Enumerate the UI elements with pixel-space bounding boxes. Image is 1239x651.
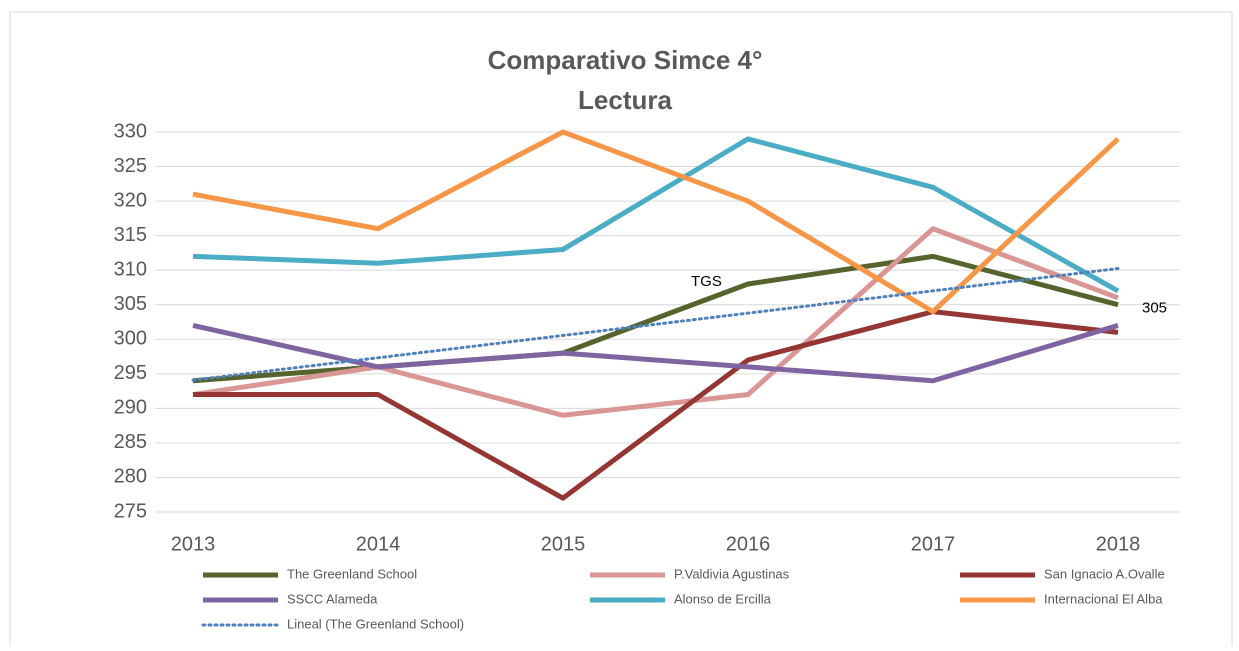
x-tick-label: 2014	[356, 533, 401, 555]
data-label: 305	[1142, 300, 1167, 317]
y-tick-label: 295	[114, 362, 147, 384]
legend-label: Alonso de Ercilla	[674, 591, 772, 606]
y-tick-label: 315	[114, 224, 147, 246]
legend-label: P.Valdivia Agustinas	[674, 566, 790, 581]
y-tick-label: 305	[114, 293, 147, 315]
series-line	[192, 136, 1120, 294]
y-tick-label: 290	[114, 397, 147, 419]
y-tick-label: 280	[114, 466, 147, 488]
legend-label: SSCC Alameda	[287, 591, 378, 606]
annotation: TGS	[691, 273, 722, 290]
y-tick-label: 275	[114, 500, 147, 522]
chart-subtitle: Lectura	[578, 85, 672, 115]
series-line	[192, 323, 1119, 384]
legend-label: Internacional El Alba	[1044, 591, 1163, 606]
series-line	[192, 226, 1119, 418]
y-tick-label: 300	[114, 328, 147, 350]
y-tick-label: 310	[114, 258, 147, 280]
x-tick-label: 2016	[726, 533, 771, 555]
legend-label: San Ignacio A.Ovalle	[1044, 566, 1165, 581]
y-tick-label: 320	[114, 189, 147, 211]
y-tick-label: 325	[114, 155, 147, 177]
x-tick-label: 2013	[171, 533, 216, 555]
legend-label: Lineal (The Greenland School)	[287, 616, 464, 631]
x-tick-label: 2015	[541, 533, 586, 555]
legend-label: The Greenland School	[287, 566, 417, 581]
y-tick-label: 330	[114, 120, 147, 142]
y-tick-label: 285	[114, 431, 147, 453]
x-tick-label: 2018	[1096, 533, 1141, 555]
chart-title: Comparativo Simce 4°	[488, 45, 763, 75]
trend-line	[191, 267, 1120, 382]
series-line	[192, 129, 1120, 315]
x-tick-label: 2017	[911, 533, 956, 555]
series-line	[193, 309, 1119, 501]
